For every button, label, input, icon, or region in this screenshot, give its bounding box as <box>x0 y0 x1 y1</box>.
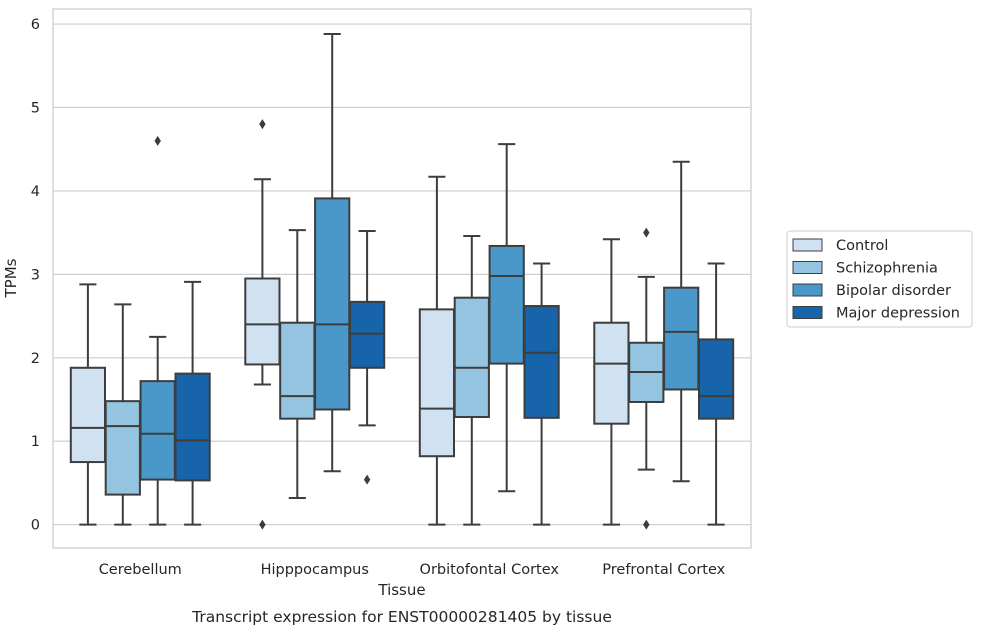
legend-frame <box>786 230 973 328</box>
box-0-3 <box>174 280 211 526</box>
box-body <box>453 296 490 419</box>
box-series <box>69 33 735 530</box>
x-tick-label: Hipppocampus <box>261 562 369 578</box>
box-body <box>418 308 456 458</box>
box-2-3 <box>523 262 560 526</box>
box-body <box>663 286 700 391</box>
box-1-0 <box>244 119 281 530</box>
outlier-point <box>259 119 266 130</box>
x-tick-label: Prefrontal Cortex <box>602 562 725 578</box>
box-body <box>104 400 141 496</box>
legend-label: Major depression <box>836 306 960 322</box>
box-body <box>279 321 316 420</box>
y-axis-label: TPMs <box>2 258 20 298</box>
box-3-0 <box>593 238 630 526</box>
legend-swatch <box>792 238 823 252</box>
box-body <box>69 366 107 464</box>
x-axis-ticks: Cerebellum Hipppocampus Orbitofontal Corte… <box>99 562 726 578</box>
legend-swatch <box>792 261 823 274</box>
chart-caption: Transcript expression for ENST0000028140… <box>191 608 612 626</box>
outlier-point <box>154 135 161 146</box>
x-axis-label: Tissue <box>377 581 425 599</box>
box-0-1 <box>104 303 141 526</box>
box-0-0 <box>69 283 107 526</box>
legend-label: Schizophrenia <box>836 261 938 277</box>
box-body <box>348 300 386 369</box>
outlier-point <box>363 474 371 485</box>
y-tick-label: 1 <box>31 434 40 450</box>
y-tick-label: 4 <box>31 184 40 200</box>
y-tick-label: 5 <box>31 100 40 116</box>
legend-swatch <box>792 283 823 297</box>
legend-label: Control <box>836 238 888 254</box>
y-tick-label: 0 <box>31 518 40 534</box>
box-body <box>593 321 630 425</box>
box-body <box>697 338 735 420</box>
box-body <box>244 277 281 366</box>
box-body <box>174 372 211 482</box>
x-tick-label: Orbitofontal Cortex <box>420 562 560 578</box>
y-tick-label: 6 <box>31 17 40 33</box>
box-0-2 <box>139 135 176 526</box>
outlier-point <box>643 227 650 238</box>
box-2-0 <box>418 175 456 526</box>
box-body <box>314 197 351 411</box>
box-2-2 <box>488 143 525 493</box>
box-3-1 <box>628 227 665 530</box>
box-3-3 <box>697 262 735 526</box>
legend-label: Bipolar disorder <box>836 283 951 299</box>
box-body <box>139 380 176 481</box>
x-tick-label: Cerebellum <box>99 562 182 578</box>
box-1-3 <box>348 229 386 485</box>
box-body <box>488 244 525 365</box>
outlier-point <box>259 519 266 530</box>
y-tick-label: 3 <box>31 267 40 283</box>
y-axis-ticks: 0 1 2 3 4 5 6 <box>31 17 40 534</box>
outlier-point <box>643 519 650 530</box>
y-tick-label: 2 <box>31 351 40 367</box>
box-body <box>523 305 560 419</box>
box-1-1 <box>279 229 316 499</box>
box-1-2 <box>314 33 351 473</box>
box-3-2 <box>663 160 700 483</box>
legend-swatch <box>792 306 823 319</box>
legend: Control Schizophrenia Bipolar disorder Majo… <box>786 230 973 328</box>
